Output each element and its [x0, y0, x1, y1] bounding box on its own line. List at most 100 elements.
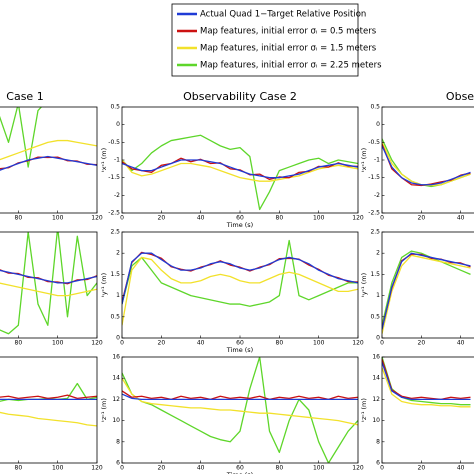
plot-lines: [382, 250, 471, 334]
x-tick-label: 80: [276, 340, 284, 347]
series-line: [122, 134, 358, 211]
x-tick-label: 0: [380, 465, 384, 472]
x-tick-label: 40: [197, 340, 205, 347]
x-axis-label: Time (s): [226, 471, 253, 474]
x-tick-label: 40: [197, 465, 205, 472]
y-tick-label: 6: [376, 460, 380, 467]
x-tick-label: 120: [352, 340, 364, 347]
x-tick-label: 40: [457, 465, 465, 472]
axes-frame: [381, 231, 474, 339]
axes-frame: [0, 106, 98, 214]
x-tick-label: 120: [352, 465, 364, 472]
plot-lines: [382, 138, 471, 188]
legend-label: Actual Quad 1−Target Relative Position: [200, 10, 366, 20]
y-tick-label: 2: [376, 250, 380, 257]
y-tick-label: 14: [372, 375, 380, 382]
subplot-title: Obse: [446, 90, 474, 103]
y-tick-label: 1: [376, 292, 380, 299]
series-line: [122, 157, 358, 181]
series-line: [382, 145, 471, 186]
x-tick-label: 0: [380, 215, 384, 222]
series-line: [122, 256, 358, 326]
series-line: [382, 362, 471, 401]
plot-lines: [0, 382, 97, 427]
y-axis-label: ᵗzᶜ¹ (m): [100, 398, 108, 422]
y-tick-label: 14: [112, 375, 120, 382]
plot-area: [0, 357, 97, 463]
series-line: [382, 358, 471, 401]
y-tick-label: -0.5: [368, 139, 380, 146]
series-line: [0, 394, 97, 399]
x-tick-label: 20: [418, 340, 426, 347]
subplot-title: Case 1: [6, 90, 43, 103]
y-tick-label: 0.5: [370, 104, 380, 111]
y-tick-label: 0.5: [110, 313, 120, 320]
x-tick-label: 80: [276, 215, 284, 222]
series-line: [122, 390, 358, 401]
y-tick-label: 0: [376, 121, 380, 128]
x-tick-label: 0: [120, 465, 124, 472]
plot-lines: [122, 239, 358, 326]
plot-lines: [0, 232, 97, 335]
x-tick-label: 120: [91, 340, 103, 347]
x-tick-label: 0: [120, 215, 124, 222]
series-line: [0, 232, 97, 335]
axes-frame: [0, 356, 98, 464]
x-tick-label: 0: [380, 340, 384, 347]
series-line: [0, 282, 97, 297]
plot-lines: [122, 357, 358, 463]
legend-label: Map features, initial error σᵢ = 2.25 me…: [200, 61, 382, 71]
plot-lines: [382, 357, 471, 408]
plot-area: [382, 232, 474, 338]
x-axis-label: Time (s): [226, 221, 253, 229]
x-tick-label: 40: [197, 215, 205, 222]
y-tick-label: -1.5: [368, 174, 380, 181]
series-line: [122, 252, 358, 305]
y-tick-label: 0.5: [110, 104, 120, 111]
series-line: [0, 269, 97, 284]
y-tick-label: 2.5: [370, 229, 380, 236]
series-line: [122, 159, 358, 182]
y-tick-label: 0: [116, 121, 120, 128]
y-tick-label: 10: [112, 417, 120, 424]
y-tick-label: 16: [372, 354, 380, 361]
y-tick-label: 12: [112, 396, 120, 403]
x-tick-label: 40: [457, 340, 465, 347]
y-tick-label: -0.5: [108, 139, 120, 146]
series-line: [122, 357, 358, 463]
series-line: [382, 367, 471, 408]
axes-frame: [381, 356, 474, 464]
x-tick-label: 100: [313, 340, 325, 347]
x-tick-label: 80: [15, 340, 23, 347]
y-tick-label: 1.5: [370, 271, 380, 278]
x-tick-label: 100: [52, 465, 64, 472]
y-tick-label: 8: [116, 438, 120, 445]
y-tick-label: 0.5: [370, 313, 380, 320]
y-axis-label: ᵗyᶜ¹ (m): [100, 273, 108, 297]
x-tick-label: 40: [457, 215, 465, 222]
legend-label: Map features, initial error σᵢ = 0.5 met…: [200, 27, 377, 37]
y-tick-label: 10: [372, 417, 380, 424]
x-tick-label: 20: [158, 340, 166, 347]
y-tick-label: -1: [374, 157, 380, 164]
y-tick-label: 1.5: [110, 271, 120, 278]
plot-area: [122, 357, 358, 463]
x-tick-label: 20: [158, 215, 166, 222]
series-line: [382, 252, 471, 330]
x-tick-label: 60: [236, 465, 244, 472]
series-line: [122, 159, 358, 179]
x-tick-label: 120: [352, 215, 364, 222]
series-line: [0, 107, 43, 168]
y-tick-label: 2.5: [110, 229, 120, 236]
y-axis-label: ᵗzᶜ¹ (m): [360, 398, 368, 422]
y-tick-label: 2: [116, 250, 120, 257]
axes-frame: [0, 231, 98, 339]
y-tick-label: 1: [116, 292, 120, 299]
x-tick-label: 60: [236, 215, 244, 222]
subplot-title: Observability Case 2: [183, 90, 297, 103]
plot-lines: [0, 107, 97, 171]
plot-area: [122, 232, 358, 338]
series-line: [122, 239, 358, 307]
y-tick-label: 8: [376, 438, 380, 445]
